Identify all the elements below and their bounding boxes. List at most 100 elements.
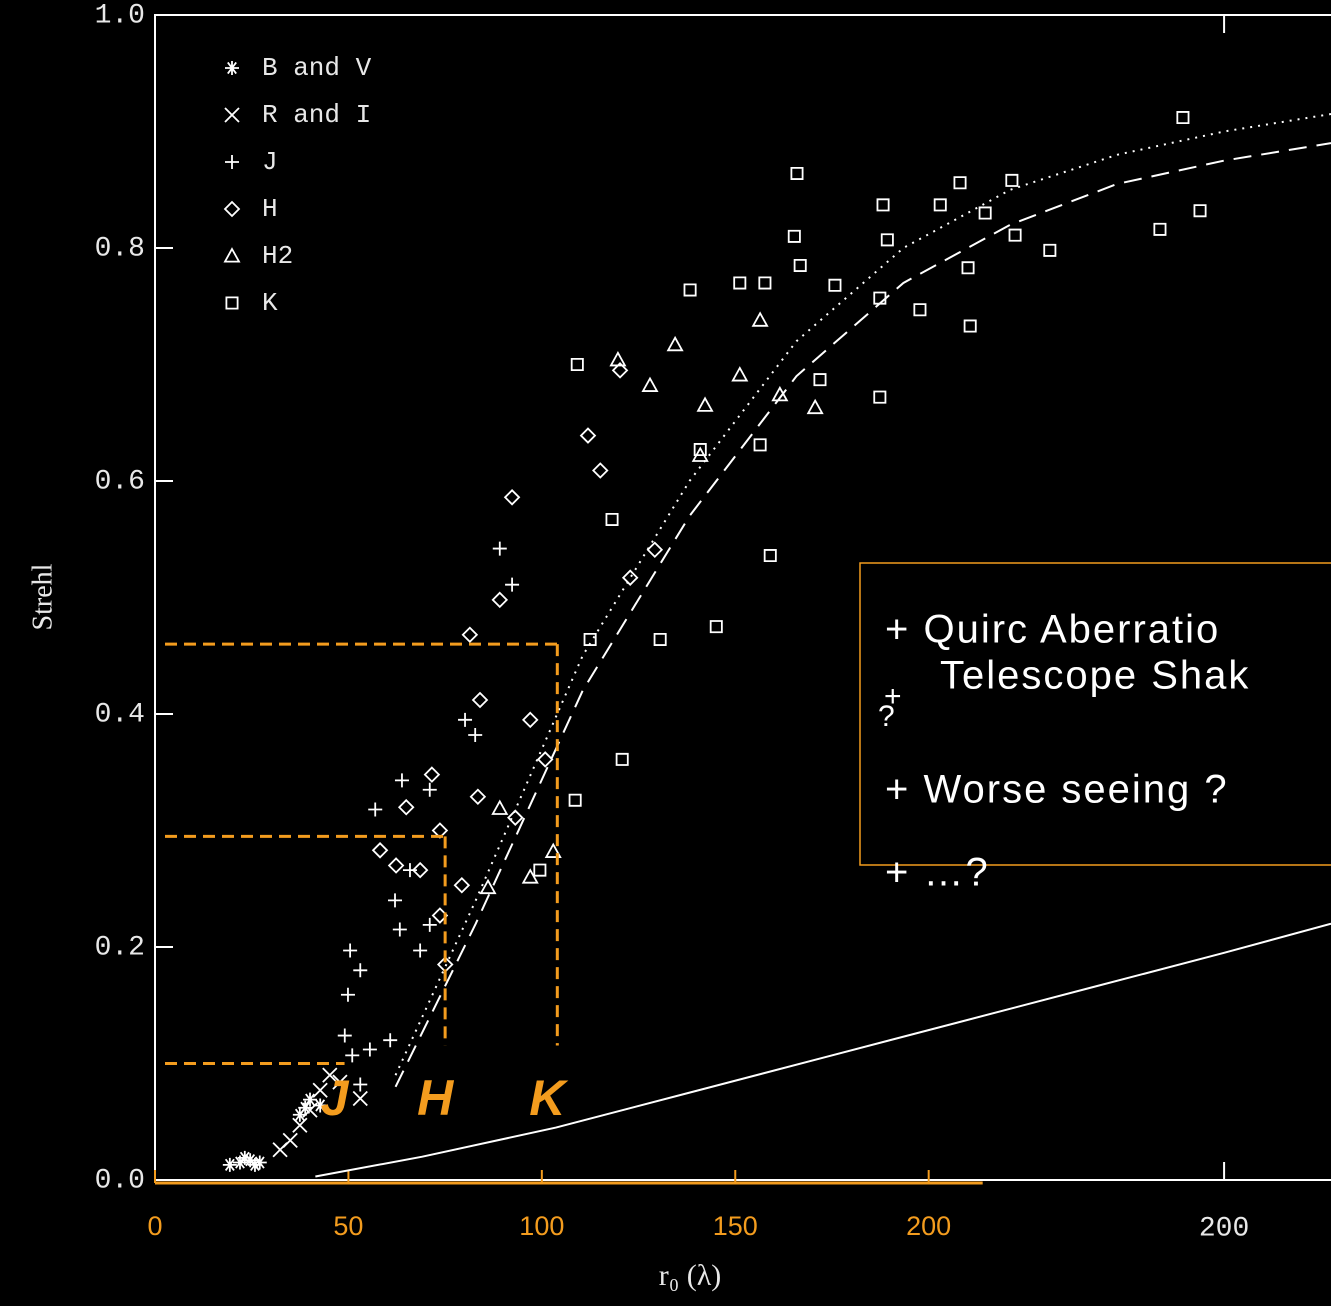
data-point (292, 1107, 307, 1122)
band-label: K (529, 1070, 569, 1126)
legend-label: H2 (262, 241, 293, 271)
x-tick-label: 50 (333, 1211, 363, 1241)
data-point (402, 863, 417, 878)
y-tick-label: 0.8 (95, 233, 145, 264)
data-point (641, 376, 659, 392)
note-box (859, 562, 1331, 866)
legend-symbol (223, 247, 241, 263)
data-point (492, 541, 507, 556)
data-point (423, 766, 441, 783)
data-point (646, 541, 664, 559)
data-point (453, 876, 471, 894)
data-point (422, 917, 437, 932)
data-point (313, 1098, 328, 1113)
data-point (337, 1028, 352, 1043)
legend-label: R and I (262, 100, 371, 130)
data-point (933, 198, 947, 212)
data-point (222, 1157, 237, 1172)
x-tick-label: 100 (519, 1211, 564, 1241)
data-point (666, 335, 684, 352)
data-point (873, 291, 887, 305)
data-point (771, 385, 789, 402)
y-tick-label: 1.0 (95, 0, 145, 31)
legend-label: J (262, 147, 278, 177)
data-point (479, 878, 497, 895)
note-text: + Worse seeing ? (885, 768, 1229, 812)
note-text: ? (878, 700, 897, 733)
data-point (544, 842, 562, 858)
data-point (521, 711, 539, 729)
note-text: + Quirc Aberratio (885, 608, 1220, 652)
data-point (709, 620, 723, 634)
band-label: H (417, 1070, 454, 1126)
data-point (353, 963, 368, 978)
data-point (252, 1155, 267, 1170)
data-point (461, 626, 479, 644)
legend-symbol (225, 296, 239, 310)
data-point (1176, 111, 1190, 125)
data-point (876, 198, 890, 212)
band-label: J (321, 1070, 350, 1126)
data-point (292, 1117, 308, 1133)
data-point (758, 276, 772, 290)
data-point (352, 1090, 368, 1107)
data-point (753, 438, 767, 452)
legend-symbol (224, 107, 240, 123)
model-curve (315, 922, 1331, 1178)
data-point (978, 206, 992, 220)
data-point (609, 350, 627, 367)
data-point (505, 577, 520, 592)
data-point (422, 782, 437, 797)
data-point (733, 276, 747, 290)
data-point (533, 863, 547, 877)
legend-symbol (225, 155, 239, 169)
data-point (605, 512, 619, 526)
data-point (332, 1074, 348, 1090)
data-point (1193, 204, 1207, 218)
note-text: + (884, 680, 904, 713)
legend-symbol (225, 61, 239, 75)
data-point (763, 549, 777, 563)
data-point (340, 987, 355, 1002)
data-point (468, 727, 483, 742)
data-point (683, 283, 697, 297)
data-point (787, 229, 801, 243)
y-tick-label: 0.2 (95, 932, 145, 963)
data-point (568, 793, 582, 807)
data-point (247, 1157, 262, 1172)
data-point (963, 319, 977, 333)
data-point (828, 278, 842, 292)
data-point (621, 569, 639, 586)
data-point (806, 398, 824, 415)
data-point (388, 893, 403, 908)
data-point (383, 1033, 398, 1048)
data-point (362, 1042, 377, 1057)
data-point (653, 632, 667, 646)
data-point (615, 752, 629, 766)
model-curve (394, 142, 1331, 1088)
data-point (411, 861, 429, 879)
y-tick-label: 0.0 (95, 1165, 145, 1196)
note-text: Telescope Shak (940, 654, 1250, 698)
x2-tick-label: 200 (1199, 1213, 1249, 1244)
data-point (913, 303, 927, 317)
model-curve (394, 113, 1331, 1076)
x-axis-label: r₀ (λ) (659, 1259, 721, 1292)
data-point (570, 358, 584, 371)
x-tick-label: 150 (713, 1211, 758, 1241)
data-point (953, 176, 967, 190)
legend-label: B and V (262, 53, 372, 83)
data-point (731, 366, 749, 382)
data-point (322, 1067, 338, 1083)
data-point (536, 751, 554, 768)
data-point (592, 462, 609, 479)
data-point (232, 1155, 247, 1170)
data-point (880, 233, 894, 247)
data-point (394, 773, 409, 788)
x-tick-label: 200 (906, 1211, 951, 1241)
data-point (751, 311, 769, 327)
data-point (343, 943, 358, 958)
data-point (371, 842, 389, 859)
data-point (272, 1142, 288, 1158)
